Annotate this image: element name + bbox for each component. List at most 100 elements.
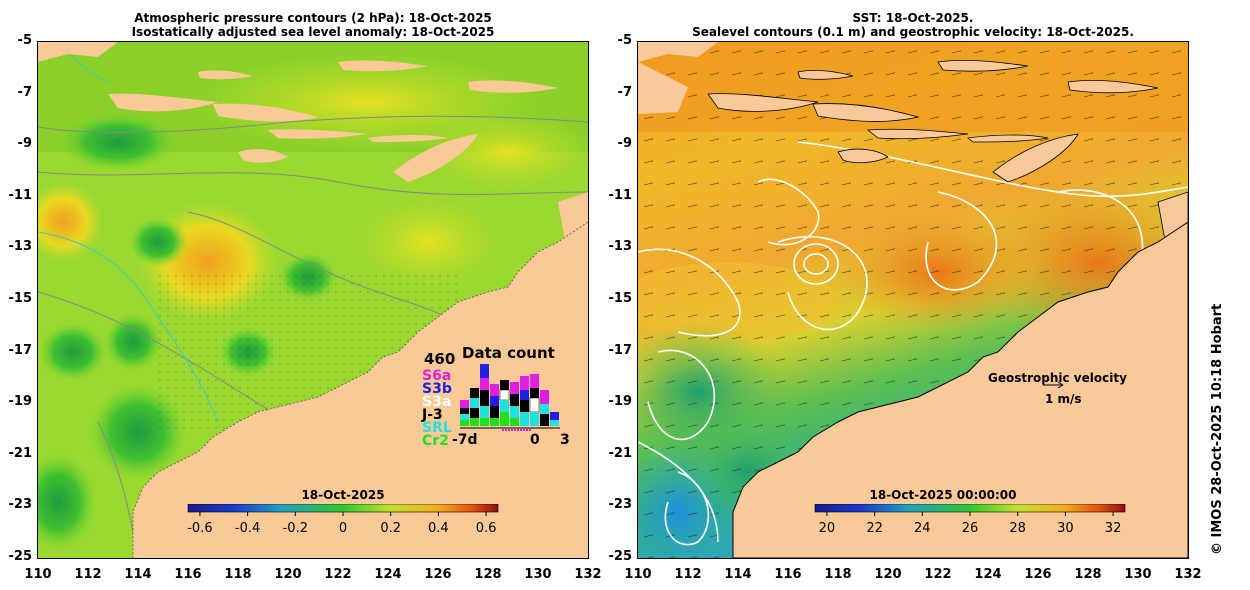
left-xtick-2: 114 <box>124 567 152 582</box>
right-xtick-6: 122 <box>924 567 952 582</box>
left-map-frame <box>37 41 589 559</box>
right-xtick-11: 132 <box>1174 567 1202 582</box>
left-ytick-5: -15 <box>8 291 33 306</box>
left-ytick-4: -13 <box>8 239 33 255</box>
mission-label-j3: J-3 <box>422 407 443 423</box>
sea-level-anomaly-map <box>38 42 588 558</box>
mission-label-srl: SRL <box>422 420 452 436</box>
left-title-line2: Isostatically adjusted sea level anomaly… <box>131 25 495 39</box>
velocity-legend-scale: 1 m/s <box>1045 392 1082 406</box>
left-xtick-6: 122 <box>324 567 352 582</box>
left-ytick-9: -23 <box>8 497 33 513</box>
right-ytick-3: -11 <box>608 187 633 203</box>
count-bar-2 <box>470 388 479 426</box>
right-xtick-8: 126 <box>1024 567 1052 582</box>
left-cb-ticklabel-3: 0 <box>339 521 347 536</box>
left-ytick-3: -11 <box>8 187 33 203</box>
left-colorbar: -0.6 -0.4 -0.2 0 0.2 0.4 0.6 <box>187 504 499 536</box>
right-ytick-9: -23 <box>608 497 633 513</box>
left-ytick-8: -21 <box>8 445 33 461</box>
velocity-legend-title: Geostrophic velocity <box>988 371 1127 385</box>
right-xtick-2: 114 <box>724 567 752 582</box>
left-cb-ticklabel-4: 0.2 <box>380 521 401 536</box>
left-xtick-4: 118 <box>224 567 252 582</box>
sst-map <box>638 42 1188 558</box>
mission-label-cr2: Cr2 <box>422 433 449 449</box>
right-ytick-8: -21 <box>608 445 633 461</box>
left-ytick-6: -17 <box>8 342 33 358</box>
count-bar-5 <box>499 380 510 426</box>
count-bar-3 <box>480 364 489 426</box>
right-cb-ticklabel-2: 24 <box>914 521 931 536</box>
right-xtick-3: 116 <box>774 567 802 582</box>
data-count-xaxis-zero: 0 <box>530 432 540 448</box>
right-map-panel: Geostrophic velocity 1 m/s 18-Oct-2025 0… <box>638 42 1188 558</box>
data-count-max-label: 460 <box>424 350 456 368</box>
left-xtick-0: 110 <box>24 567 52 582</box>
count-bar-4 <box>490 384 499 426</box>
imos-credit: © IMOS 28-Oct-2025 10:18 Hobart <box>1210 303 1225 555</box>
right-xtick-0: 110 <box>624 567 652 582</box>
left-map-panel: 460 Data count S6a S3b S3a J-3 SRL Cr2 -… <box>38 42 588 558</box>
data-count-xaxis-start: -7d <box>452 432 478 448</box>
left-ytick-1: -7 <box>17 84 32 100</box>
right-ytick-2: -9 <box>617 136 632 152</box>
right-ytick-0: -5 <box>617 33 632 48</box>
right-xtick-1: 112 <box>674 567 702 582</box>
data-count-title: Data count <box>462 344 555 362</box>
data-count-bars <box>460 364 560 431</box>
right-colorbar-label: 18-Oct-2025 00:00:00 <box>869 488 1017 502</box>
right-title-line2: Sealevel contours (0.1 m) and geostrophi… <box>692 25 1134 39</box>
mission-label-s6a: S6a <box>422 368 452 384</box>
right-map-frame <box>637 41 1189 559</box>
left-xtick-11: 132 <box>574 567 602 582</box>
left-ytick-0: -5 <box>17 33 32 48</box>
right-cb-ticklabel-6: 32 <box>1105 521 1122 536</box>
left-ytick-7: -19 <box>8 394 33 410</box>
left-xtick-8: 126 <box>424 567 452 582</box>
count-bar-1 <box>460 400 469 426</box>
left-title-line1: Atmospheric pressure contours (2 hPa): 1… <box>134 11 492 25</box>
left-cb-ticklabel-2: -0.2 <box>283 521 308 536</box>
right-xtick-7: 124 <box>974 567 1002 582</box>
left-cb-ticklabel-1: -0.4 <box>235 521 260 536</box>
left-ytick-10: -25 <box>8 549 33 564</box>
right-ytick-10: -25 <box>608 549 633 564</box>
right-xtick-9: 128 <box>1074 567 1102 582</box>
left-cb-ticklabel-6: 0.6 <box>476 521 497 536</box>
right-title-line1: SST: 18-Oct-2025. <box>852 11 974 25</box>
right-cb-ticklabel-3: 26 <box>962 521 979 536</box>
count-bar-6 <box>510 382 519 426</box>
right-xtick-5: 120 <box>874 567 902 582</box>
right-ytick-5: -15 <box>608 291 633 306</box>
left-xtick-3: 116 <box>174 567 202 582</box>
right-ytick-1: -7 <box>617 84 632 100</box>
left-xtick-9: 128 <box>474 567 502 582</box>
count-bar-10 <box>550 412 559 426</box>
right-cb-ticklabel-4: 28 <box>1009 521 1026 536</box>
right-ytick-6: -17 <box>608 342 633 358</box>
left-cb-ticklabel-0: -0.6 <box>187 521 212 536</box>
left-xtick-1: 112 <box>74 567 102 582</box>
left-colorbar-label: 18-Oct-2025 <box>301 488 385 502</box>
right-cb-ticklabel-5: 30 <box>1057 521 1074 536</box>
data-count-inset: 460 Data count S6a S3b S3a J-3 SRL Cr2 -… <box>418 342 570 452</box>
mission-label-s3a: S3a <box>422 394 452 410</box>
count-bar-8 <box>529 374 540 426</box>
left-xtick-7: 124 <box>374 567 402 582</box>
right-cb-ticklabel-1: 22 <box>866 521 883 536</box>
right-xtick-4: 118 <box>824 567 852 582</box>
data-count-xaxis-end: 3 <box>560 432 570 448</box>
left-ytick-2: -9 <box>17 136 32 152</box>
left-cb-ticklabel-5: 0.4 <box>428 521 449 536</box>
left-xtick-5: 120 <box>274 567 302 582</box>
count-bar-9 <box>540 390 549 426</box>
right-xtick-10: 130 <box>1124 567 1152 582</box>
left-xtick-10: 130 <box>524 567 552 582</box>
right-ytick-4: -13 <box>608 239 633 255</box>
count-bar-7 <box>520 376 529 426</box>
right-ytick-7: -19 <box>608 394 633 410</box>
right-cb-ticklabel-0: 20 <box>819 521 836 536</box>
right-colorbar: 20 22 24 26 28 30 32 <box>814 504 1126 536</box>
mission-label-s3b: S3b <box>422 381 452 397</box>
